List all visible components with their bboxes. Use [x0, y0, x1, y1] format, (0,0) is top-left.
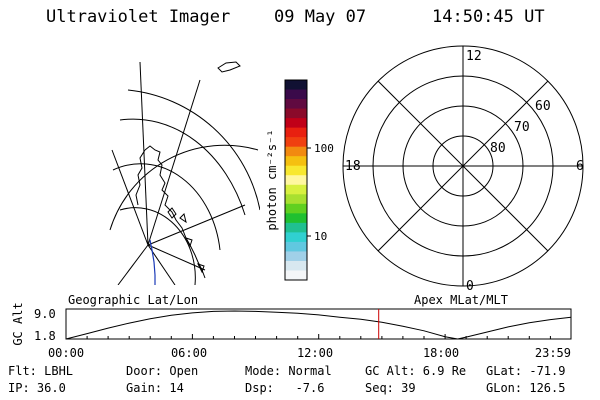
- status-gain: Gain: 14: [126, 381, 184, 395]
- coastline: [217, 61, 241, 73]
- meridian-line: [139, 61, 149, 246]
- coastline: [197, 263, 205, 274]
- colorbar-cell: [285, 222, 307, 233]
- status-glat: GLat: -71.9: [486, 364, 566, 378]
- coastline: [185, 237, 193, 248]
- status-glon: GLon: 126.5: [486, 381, 566, 395]
- latitude-circle: [119, 118, 246, 216]
- colorbar-cell: [285, 165, 307, 176]
- colorbar-cell: [285, 213, 307, 224]
- coastline: [135, 149, 146, 206]
- mlt-label-6: 6: [576, 159, 584, 174]
- colorbar-tick-100: 100: [314, 142, 334, 155]
- meridian-line: [147, 244, 206, 271]
- instrument-title: Ultraviolet Imager: [46, 7, 231, 27]
- altitude-series-line: [65, 310, 572, 340]
- colorbar-cell: [285, 118, 307, 129]
- mlt-label-18: 18: [345, 159, 361, 174]
- meridian-line: [111, 149, 149, 246]
- altitude-plot: GC Alt 9.0 1.8 00:00 06:00 12:00 18:00 2…: [11, 302, 572, 360]
- mlat-label-60: 60: [535, 99, 551, 114]
- status-mode: Mode: Normal: [245, 364, 332, 378]
- status-gc-alt: GC Alt: 6.9 Re: [365, 364, 467, 378]
- altitude-x-tick-0: 00:00: [48, 346, 84, 360]
- colorbar-cell: [285, 251, 307, 262]
- latitude-circle: [112, 163, 221, 251]
- altitude-x-tick-4: 23:59: [535, 346, 571, 360]
- apex-caption: Apex MLat/MLT: [414, 293, 508, 307]
- colorbar-cell: [285, 137, 307, 148]
- colorbar-cell: [285, 108, 307, 119]
- meridian-line: [147, 204, 246, 246]
- latitude-circle: [119, 207, 196, 285]
- colorbar-cell: [285, 156, 307, 167]
- orbit-track: [149, 239, 156, 285]
- colorbar-cell: [285, 175, 307, 186]
- latitude-circle: [109, 144, 259, 231]
- colorbar-cell: [285, 99, 307, 110]
- colorbar-unit-label: photon cm⁻²s⁻¹: [265, 129, 279, 230]
- status-seq: Seq: 39: [365, 381, 416, 395]
- colorbar-cell: [285, 232, 307, 243]
- altitude-y-tick-min: 1.8: [34, 329, 56, 343]
- altitude-y-tick-max: 9.0: [34, 307, 56, 321]
- date-label: 09 May 07: [274, 7, 367, 27]
- status-dsp: Dsp: -7.6: [245, 381, 325, 395]
- colorbar-cell: [285, 241, 307, 252]
- geographic-map: [109, 61, 260, 285]
- colorbar-cell: [285, 194, 307, 205]
- meridian-line: [117, 244, 149, 285]
- status-ip: IP: 36.0: [8, 381, 66, 395]
- altitude-x-tick-1: 06:00: [171, 346, 207, 360]
- coastline: [144, 145, 206, 279]
- mlat-label-80: 80: [490, 141, 506, 156]
- mlt-label-12: 12: [466, 49, 482, 64]
- status-filter: Flt: LBHL: [8, 364, 74, 378]
- time-label: 14:50:45 UT: [432, 7, 545, 27]
- colorbar-cell: [285, 203, 307, 214]
- altitude-x-tick-3: 18:00: [423, 346, 459, 360]
- coastline: [167, 207, 177, 219]
- mlat-label-70: 70: [514, 120, 530, 135]
- mlt-label-0: 0: [466, 279, 474, 294]
- geographic-caption: Geographic Lat/Lon: [68, 293, 198, 307]
- altitude-y-label: GC Alt: [11, 302, 25, 345]
- colorbar-cell: [285, 184, 307, 195]
- polar-labels: 12 0 18 6 60 70 80: [345, 49, 584, 294]
- colorbar: 100 10 photon cm⁻²s⁻¹: [265, 79, 334, 281]
- colorbar-cell: [285, 260, 307, 271]
- colorbar-cell: [285, 80, 307, 91]
- altitude-x-tick-2: 12:00: [297, 346, 333, 360]
- colorbar-cell: [285, 89, 307, 100]
- latitude-circle: [127, 89, 260, 211]
- colorbar-cell: [285, 127, 307, 138]
- polar-plot: [342, 45, 584, 287]
- coastline: [179, 213, 187, 224]
- colorbar-tick-10: 10: [314, 230, 327, 243]
- colorbar-cell: [285, 146, 307, 157]
- status-door: Door: Open: [126, 364, 199, 378]
- colorbar-cell: [285, 270, 307, 281]
- meridian-line: [147, 79, 201, 246]
